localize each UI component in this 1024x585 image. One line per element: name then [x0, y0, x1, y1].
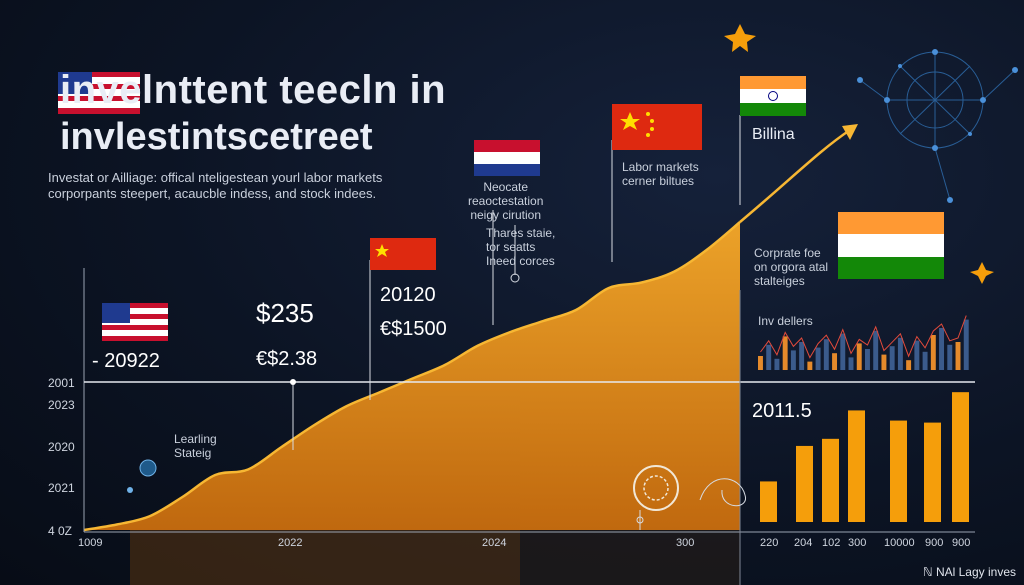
y-tick-label: 2023 — [48, 398, 75, 412]
marker-dot-1 — [290, 379, 296, 385]
india-flag-large — [838, 212, 944, 279]
mini-bar-23 — [947, 344, 953, 370]
annotation-labor-markets: Labor markets cerner biltues — [622, 160, 699, 188]
mini-bar-15 — [881, 354, 887, 370]
squiggle-icon — [699, 478, 746, 507]
value-callout: 20120 — [380, 284, 436, 306]
annotation-billina: Billina — [752, 126, 795, 143]
mini-bar-4 — [790, 350, 796, 370]
bar-0 — [760, 481, 777, 522]
x-tick-label: 2024 — [482, 537, 507, 549]
mini-bar-3 — [782, 336, 788, 370]
bar-category-label: 300 — [848, 537, 867, 549]
mini-bar-16 — [889, 346, 895, 370]
mini-bar-2 — [774, 358, 780, 370]
y-tick-label: 2021 — [48, 481, 75, 495]
mini-bar-11 — [848, 357, 854, 370]
mini-bar-14 — [873, 330, 879, 370]
page-title-line2: invlestintscetreet — [60, 116, 373, 158]
x-tick-label: 1009 — [78, 537, 103, 549]
mini-bar-0 — [758, 356, 763, 370]
amount-callout: €$1500 — [380, 318, 447, 340]
bar-category-label: 900 — [925, 537, 944, 549]
bar-2 — [822, 438, 839, 522]
sparkle-icon — [970, 262, 994, 284]
bar-3 — [848, 410, 865, 522]
usa-flag-title — [58, 72, 140, 114]
annotation-negotiate: Neocate reaoctestation neigy cirution — [468, 180, 544, 222]
bar-6 — [952, 392, 969, 522]
mini-bar-19 — [914, 340, 920, 370]
india-flag — [740, 76, 806, 116]
trend-arrow — [739, 128, 851, 223]
bottom-band — [130, 530, 520, 585]
spiral-icon — [633, 465, 679, 511]
mini-series-line — [760, 315, 967, 359]
mini-bar-18 — [906, 360, 912, 370]
page-subtitle: Investat or Ailliage: offical nteligeste… — [48, 170, 383, 201]
star-icon — [724, 24, 756, 52]
y-tick-label: 2001 — [48, 376, 75, 390]
mini-bar-12 — [856, 343, 862, 370]
mini-bar-8 — [823, 339, 829, 370]
mini-bar-20 — [922, 351, 928, 370]
annotation-leading-strategy: Learling Stateig — [174, 432, 217, 460]
mini-bar-5 — [799, 342, 805, 370]
china-flag-small — [370, 238, 436, 270]
area-fill — [84, 222, 740, 530]
mini-bar-10 — [840, 333, 846, 370]
mini-bar-6 — [807, 361, 813, 370]
amount-callout: €$2.38 — [256, 348, 318, 370]
dot-icon — [127, 487, 133, 493]
bar-5 — [924, 422, 941, 522]
bar-category-label: 220 — [760, 537, 779, 549]
mini-bar-17 — [897, 337, 903, 370]
mini-bar-9 — [832, 353, 838, 370]
mini-bar-1 — [766, 344, 772, 370]
page-title-line1: invelnttent teecln in — [60, 68, 447, 112]
mini-chart-title: Inv dellers — [758, 314, 813, 328]
mini-bar-25 — [963, 319, 969, 370]
trend-arrow-head — [842, 124, 858, 140]
mini-bar-21 — [930, 335, 936, 370]
year-callout: - 20922 — [92, 350, 160, 372]
bar-category-label: 204 — [794, 537, 813, 549]
globe-icon — [139, 459, 157, 477]
y-tick-label: 2020 — [48, 440, 75, 454]
x-tick-label: 2022 — [278, 537, 303, 549]
marker-ring-6 — [510, 273, 520, 283]
annotation-corporate: Corprate foe on orgora atal stalteiges — [754, 246, 829, 288]
y-tick-label: 4 0Z — [48, 524, 73, 538]
mini-bar-22 — [939, 328, 945, 370]
bar-category-label: 10000 — [884, 537, 915, 549]
netherlands-flag — [474, 140, 540, 176]
x-tick-label: 300 — [676, 537, 695, 549]
china-flag — [612, 104, 702, 150]
bar-category-label: 900 — [952, 537, 971, 549]
bar-category-label: 102 — [822, 537, 841, 549]
usa-flag — [102, 303, 168, 341]
mini-bar-7 — [815, 347, 821, 370]
mini-bar-24 — [955, 342, 961, 370]
amount-callout: $235 — [256, 298, 314, 328]
value-callout: 2011.5 — [752, 400, 812, 422]
bar-1 — [796, 445, 813, 522]
bar-4 — [890, 420, 907, 522]
brand-logo: ℕ NAl Lagy inves — [923, 565, 1016, 579]
mini-bar-13 — [865, 349, 870, 370]
annotation-these-state: Thares staie, tor seatts Ineed corces — [486, 226, 556, 268]
